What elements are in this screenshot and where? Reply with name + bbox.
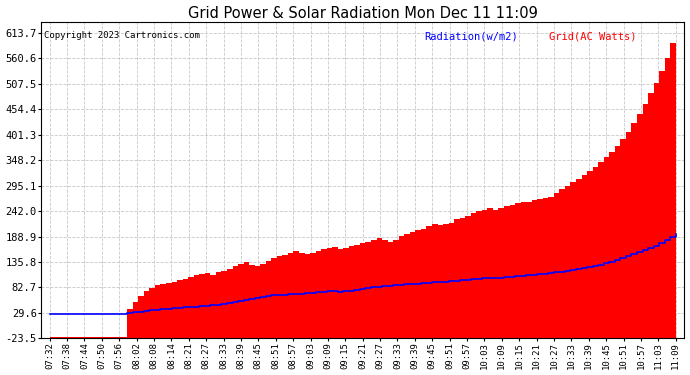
Title: Grid Power & Solar Radiation Mon Dec 11 11:09: Grid Power & Solar Radiation Mon Dec 11 … <box>188 6 538 21</box>
Text: Radiation(w/m2): Radiation(w/m2) <box>424 31 518 41</box>
Text: Grid(AC Watts): Grid(AC Watts) <box>549 31 637 41</box>
Text: Copyright 2023 Cartronics.com: Copyright 2023 Cartronics.com <box>44 31 200 40</box>
